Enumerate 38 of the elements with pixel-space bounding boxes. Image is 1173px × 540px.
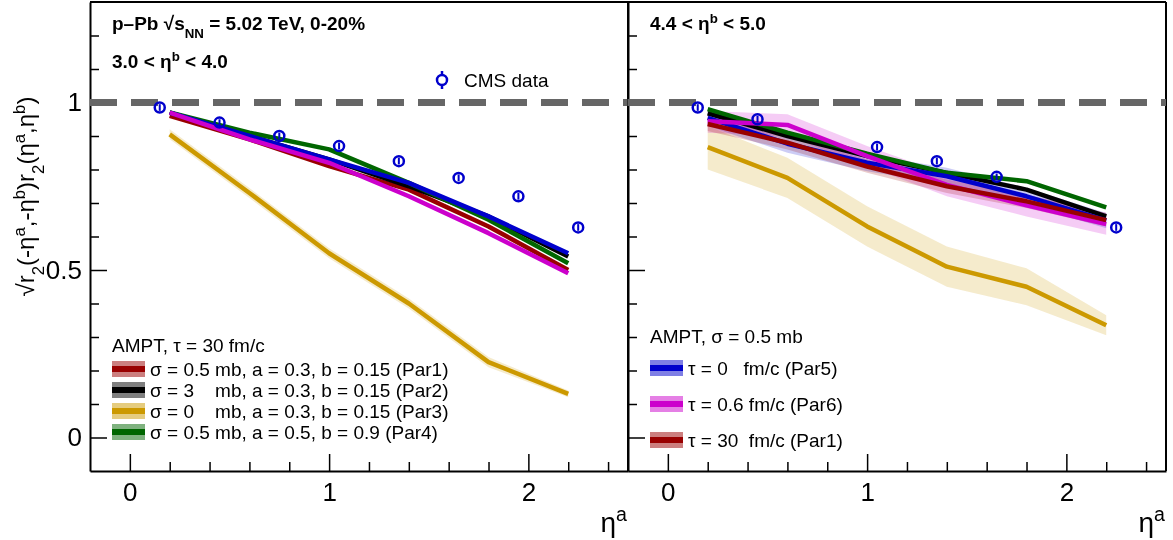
point bbox=[213, 116, 226, 129]
x-tick-label: 1 bbox=[322, 477, 337, 508]
point bbox=[1109, 221, 1123, 234]
legend-title: AMPT, σ = 0.5 mb bbox=[650, 326, 803, 347]
legend-label: τ = 30 fm/c (Par1) bbox=[688, 430, 843, 451]
point bbox=[332, 139, 346, 153]
point bbox=[153, 101, 166, 114]
annotation: 3.0 < η$^{b}$ < 4.0 bbox=[112, 48, 228, 72]
point bbox=[870, 140, 884, 154]
x-axis-title: η$^{a}$ bbox=[1138, 503, 1166, 538]
y-tick-label: 0 bbox=[67, 422, 82, 453]
point bbox=[392, 154, 406, 168]
point bbox=[691, 101, 704, 114]
y-tick-label: 0.5 bbox=[45, 254, 82, 285]
point bbox=[452, 171, 465, 185]
legend-label: σ = 0 mb, a = 0.3, b = 0.15 (Par3) bbox=[150, 401, 449, 422]
x-tick-label: 0 bbox=[661, 477, 676, 508]
legend-label: σ = 0.5 mb, a = 0.3, b = 0.15 (Par1) bbox=[150, 359, 449, 380]
legend-label: σ = 0.5 mb, a = 0.5, b = 0.9 (Par4) bbox=[150, 422, 438, 443]
point bbox=[571, 221, 585, 234]
legend-label: σ = 3 mb, a = 0.3, b = 0.15 (Par2) bbox=[150, 380, 449, 401]
legend-label: τ = 0.6 fm/c (Par6) bbox=[688, 394, 843, 415]
point bbox=[512, 190, 525, 203]
legend-label: τ = 0 fm/c (Par5) bbox=[688, 358, 838, 379]
x-tick-label: 0 bbox=[123, 477, 138, 508]
x-tick-label: 2 bbox=[1059, 477, 1075, 508]
x-tick-label: 2 bbox=[521, 477, 537, 508]
y-tick-label: 1 bbox=[67, 87, 82, 118]
point bbox=[930, 154, 944, 168]
point bbox=[751, 113, 764, 126]
point bbox=[990, 170, 1003, 184]
point bbox=[273, 129, 286, 143]
x-tick-label: 1 bbox=[860, 477, 875, 508]
legend-title: AMPT, τ = 30 fm/c bbox=[112, 335, 265, 356]
legend-label: CMS data bbox=[464, 70, 549, 91]
annotation: p–Pb √s$_{NN}$ = 5.02 TeV, 0-20% bbox=[112, 13, 366, 41]
x-axis-title: η$^{a}$ bbox=[600, 503, 628, 538]
annotation: 4.4 < η$^{b}$ < 5.0 bbox=[650, 10, 766, 34]
